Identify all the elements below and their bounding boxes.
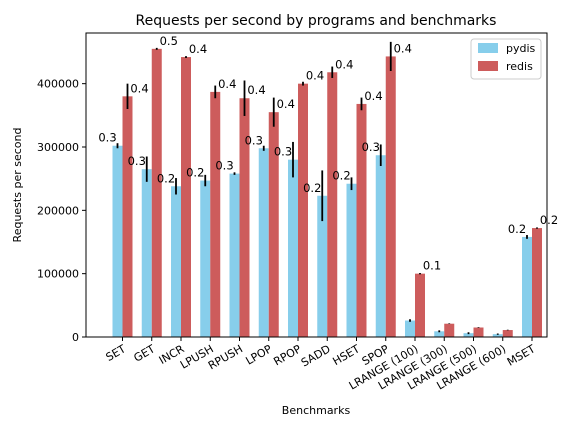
x-tick-label-lpop: LPOP (243, 342, 274, 367)
bar-redis-rpop (298, 83, 308, 338)
x-tick-label-set: SET (104, 342, 129, 364)
data-label-redis-incr: 0.4 (189, 42, 207, 56)
data-label-redis-rpush: 0.4 (247, 83, 265, 97)
data-label-redis-get: 0.5 (160, 34, 178, 48)
legend-label-pydis: pydis (506, 42, 536, 55)
bar-pydis-rpop (288, 159, 298, 337)
y-tick-label: 200000 (37, 204, 79, 217)
bar-redis-get (151, 48, 162, 337)
data-label-pydis-set: 0.3 (98, 131, 116, 145)
bar-redis-set (122, 96, 133, 337)
x-tick-label-get: GET (132, 342, 158, 364)
x-tick-label-mset: MSET (505, 342, 538, 368)
bar-pydis-spop (375, 155, 386, 337)
data-label-pydis-spop: 0.3 (362, 140, 380, 154)
y-axis-label: Requests per second (11, 128, 24, 243)
x-axis: SET GET INCRLPUSHRPUSHLPOPRPOPSADDHSETSPOP… (104, 337, 538, 392)
bar-redis-incr (181, 57, 191, 338)
error-bars-group (116, 41, 538, 335)
data-label-pydis-get: 0.3 (128, 154, 146, 168)
data-label-redis-lpop: 0.4 (277, 97, 295, 111)
bar-pydis-mset (522, 236, 532, 337)
bar-redis-lrange-600 (502, 330, 513, 337)
y-tick-label: 400000 (37, 78, 79, 91)
bar-redis-hset (356, 103, 367, 337)
bar-redis-lrange-300 (444, 323, 455, 337)
bar-redis-spop (385, 56, 396, 337)
bar-pydis-sadd (317, 195, 328, 337)
legend-label-redis: redis (506, 60, 533, 73)
legend: pydis redis (470, 38, 542, 80)
bar-pydis-set (112, 145, 123, 337)
data-label-redis-spop: 0.4 (394, 41, 412, 55)
bar-redis-sadd (327, 72, 338, 338)
bar-redis-lpop (268, 112, 279, 338)
data-label-pydis-hset: 0.2 (332, 169, 350, 183)
data-label-pydis-sadd: 0.2 (303, 181, 321, 195)
bar-pydis-hset (346, 183, 357, 337)
bar-pydis-lrange-600 (492, 334, 503, 337)
data-labels-group: 0.3 0.3 0.2 0.2 0.3 0.3 0.3 0.2 0.2 0.3 0.2 0.4 0.5 0… (98, 34, 558, 273)
data-label-redis-lpush: 0.4 (218, 77, 236, 91)
y-tick-label: 0 (72, 331, 79, 344)
x-axis-label: Benchmarks (282, 404, 351, 417)
data-label-redis-hset: 0.4 (364, 89, 382, 103)
bar-redis-lrange-100 (415, 273, 425, 337)
bar-redis-lrange-500 (473, 327, 484, 337)
y-tick-label: 100000 (37, 268, 79, 281)
chart-title: Requests per second by programs and benc… (136, 13, 497, 29)
legend-swatch-redis (478, 61, 498, 71)
data-label-redis-mset: 0.2 (540, 213, 558, 227)
data-label-pydis-rpush: 0.3 (215, 159, 233, 173)
bar-pydis-lrange-500 (463, 333, 474, 337)
bar-redis-rpush (239, 98, 250, 337)
y-tick-label: 300000 (37, 141, 79, 154)
x-tick-label-sadd: SADD (299, 342, 333, 369)
legend-swatch-pydis (478, 43, 498, 53)
data-label-pydis-lpush: 0.2 (186, 166, 204, 180)
data-label-redis-sadd: 0.4 (335, 57, 353, 71)
data-label-pydis-lpop: 0.3 (245, 133, 263, 147)
y-axis: 0 100000 200000 300000 400000 (37, 78, 86, 344)
bar-redis-mset (532, 228, 542, 337)
bar-pydis-lrange-300 (434, 331, 445, 337)
data-label-redis-rpop: 0.4 (306, 69, 324, 83)
x-tick-label-hset: HSET (330, 342, 362, 368)
bar-pydis-rpush (229, 173, 240, 337)
x-tick-label-rpop: RPOP (271, 342, 303, 368)
data-label-pydis-incr: 0.2 (157, 171, 175, 185)
plot-frame (85, 32, 548, 338)
bar-pydis-lrange-100 (405, 320, 415, 337)
bar-pydis-lpush (200, 180, 211, 337)
data-label-redis-lrange-100: 0.1 (423, 259, 441, 273)
bar-pydis-incr (171, 186, 181, 337)
bar-pydis-get (141, 169, 152, 337)
data-label-pydis-mset: 0.2 (508, 222, 526, 236)
bar-pydis-lpop (258, 148, 269, 337)
data-label-redis-set: 0.4 (130, 81, 148, 95)
bar-redis-lpush (210, 91, 221, 338)
bars-group (112, 48, 542, 338)
data-label-pydis-rpop: 0.3 (274, 145, 292, 159)
